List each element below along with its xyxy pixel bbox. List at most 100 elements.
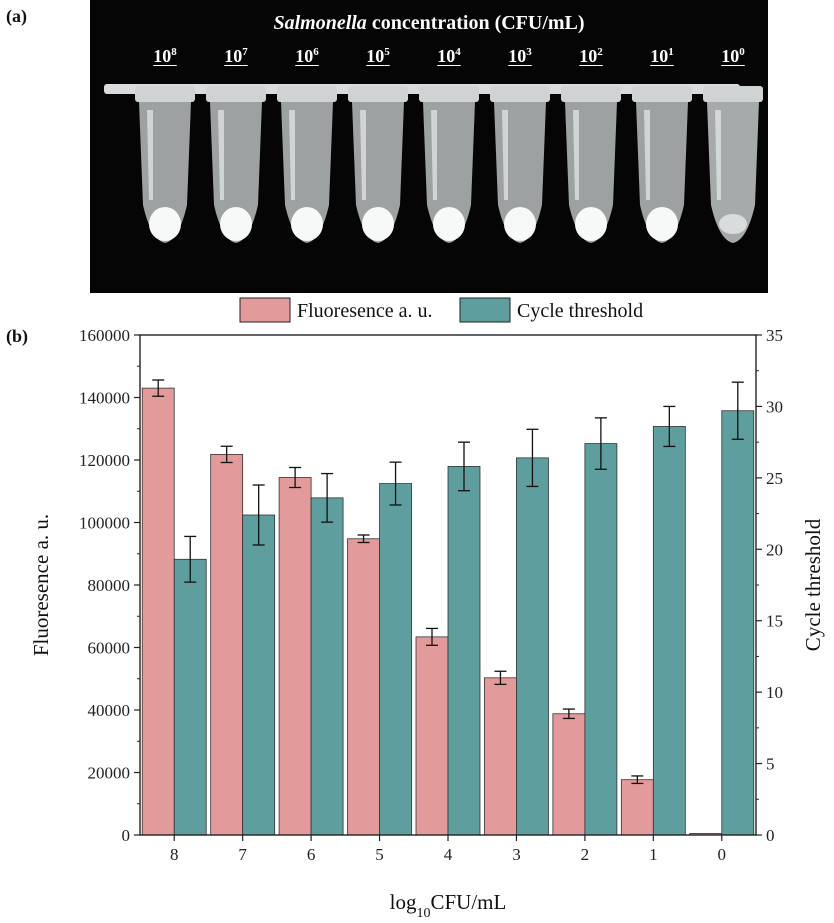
x-tick-label: 7 — [238, 845, 247, 864]
tube-highlight — [431, 110, 437, 200]
legend-swatch-fluoresence — [239, 297, 291, 323]
tube-label-base: 10 — [295, 46, 314, 66]
tube-pellet — [504, 207, 536, 241]
tube-label-exponent: 8 — [171, 46, 177, 58]
tube-pellet — [646, 207, 678, 241]
bar-cycle-threshold-5 — [379, 483, 412, 836]
errorbar-cycle-threshold-0 — [731, 381, 744, 440]
bar-fluoresence-1 — [620, 779, 654, 836]
tube-pellet — [220, 207, 252, 241]
errorbar-fluoresence-7 — [220, 445, 233, 464]
right-axis-title: Cycle threshold — [801, 518, 825, 651]
bar-fluoresence-6 — [278, 477, 312, 836]
tube-highlight — [502, 110, 508, 200]
tube-cap — [135, 86, 195, 102]
bar-cycle-threshold-1 — [652, 426, 686, 836]
errorbar-cycle-threshold-6 — [321, 472, 334, 523]
tube-label-5: 105 — [348, 46, 408, 67]
tube-highlight — [644, 110, 650, 200]
panel-b-label: (b) — [6, 326, 28, 346]
left-tick-label: 120000 — [79, 451, 130, 470]
right-tick-label: 30 — [766, 397, 783, 416]
bar-cycle-threshold-4 — [447, 466, 481, 836]
tube-cap — [348, 86, 408, 102]
left-tick-label: 160000 — [79, 326, 130, 345]
left-tick-label: 60000 — [88, 639, 131, 658]
right-tick-label: 15 — [766, 612, 783, 631]
tube-label-exponent: 4 — [455, 46, 461, 58]
bar-cycle-threshold-2 — [584, 443, 618, 836]
errorbar-fluoresence-2 — [562, 708, 575, 720]
left-tick-label: 0 — [122, 826, 131, 845]
errorbar-cycle-threshold-2 — [594, 417, 607, 470]
errorbar-cycle-threshold-8 — [184, 535, 197, 583]
left-tick-label: 40000 — [88, 701, 131, 720]
bar-fluoresence-2 — [552, 713, 586, 836]
photo-title-italic: Salmonella — [273, 12, 367, 34]
tube-label-1: 101 — [632, 46, 692, 67]
tube-highlight — [147, 110, 153, 200]
errorbar-cycle-threshold-1 — [663, 405, 676, 448]
tube-label-base: 10 — [721, 46, 740, 66]
errorbar-cycle-threshold-4 — [458, 441, 470, 492]
errorbar-cycle-threshold-5 — [389, 461, 402, 506]
x-tick-label: 1 — [649, 845, 658, 864]
x-axis-title: log10CFU/mL — [390, 890, 507, 921]
tube-pellet — [575, 207, 607, 241]
tube-label-4: 104 — [419, 46, 479, 67]
x-tick-label: 8 — [170, 845, 179, 864]
legend-swatch-cycle-threshold — [459, 297, 511, 323]
tube-label-base: 10 — [650, 46, 669, 66]
errorbar-fluoresence-6 — [289, 466, 302, 489]
tube-label-base: 10 — [508, 46, 527, 66]
x-tick-label: 6 — [307, 845, 316, 864]
tube-label-exponent: 2 — [597, 46, 603, 58]
tube-photo: Salmonella concentration (CFU/mL) 108 107… — [90, 0, 768, 293]
tube — [419, 86, 479, 243]
bar-fluoresence-7 — [210, 453, 244, 836]
tube-highlight — [218, 110, 224, 200]
bar-cycle-threshold-6 — [310, 497, 344, 836]
tube — [561, 86, 621, 243]
right-tick-label: 35 — [766, 326, 783, 345]
left-tick-label: 80000 — [88, 576, 131, 595]
tube-highlight — [715, 110, 721, 200]
errorbar-cycle-threshold-3 — [526, 428, 539, 488]
tube-pellet — [719, 214, 747, 234]
tube-highlight — [573, 110, 579, 200]
bar-cycle-threshold-0 — [721, 410, 755, 836]
tube-highlight — [360, 110, 366, 200]
left-tick-label: 140000 — [79, 389, 130, 408]
bar-cycle-threshold-8 — [173, 558, 207, 836]
bar-fluoresence-3 — [484, 677, 517, 836]
tube-label-base: 10 — [579, 46, 598, 66]
tube-label-exponent: 3 — [526, 46, 532, 58]
right-tick-label: 25 — [766, 469, 783, 488]
errorbar-fluoresence-8 — [152, 379, 165, 397]
errorbar-cycle-threshold-7 — [252, 484, 265, 546]
tube — [490, 86, 550, 243]
x-tick-label: 3 — [512, 845, 521, 864]
tube-label-exponent: 5 — [384, 46, 390, 58]
right-tick-label: 20 — [766, 540, 783, 559]
bar-fluoresence-4 — [415, 636, 449, 836]
tube-label-0: 100 — [703, 46, 763, 67]
errorbar-fluoresence-4 — [426, 627, 438, 646]
tube-cap — [632, 86, 692, 102]
legend-label-cycle-threshold: Cycle threshold — [517, 300, 643, 322]
tube-label-8: 108 — [135, 46, 195, 67]
tube-highlight — [289, 110, 295, 200]
tube-pellet — [291, 207, 323, 241]
left-tick-label: 100000 — [79, 514, 130, 533]
x-tick-label: 5 — [375, 845, 384, 864]
bar-cycle-threshold-7 — [242, 514, 276, 836]
legend: Fluoresence a. u. Cycle threshold — [239, 297, 643, 323]
left-axis-title: Fluoresence a. u. — [29, 514, 53, 656]
right-tick-label: 5 — [766, 755, 775, 774]
photo-title: Salmonella concentration (CFU/mL) — [90, 12, 768, 35]
tube-cap — [206, 86, 266, 102]
tube-label-base: 10 — [366, 46, 385, 66]
x-axis-title-prefix: log — [390, 890, 417, 914]
x-axis-title-suffix: CFU/mL — [430, 890, 506, 914]
